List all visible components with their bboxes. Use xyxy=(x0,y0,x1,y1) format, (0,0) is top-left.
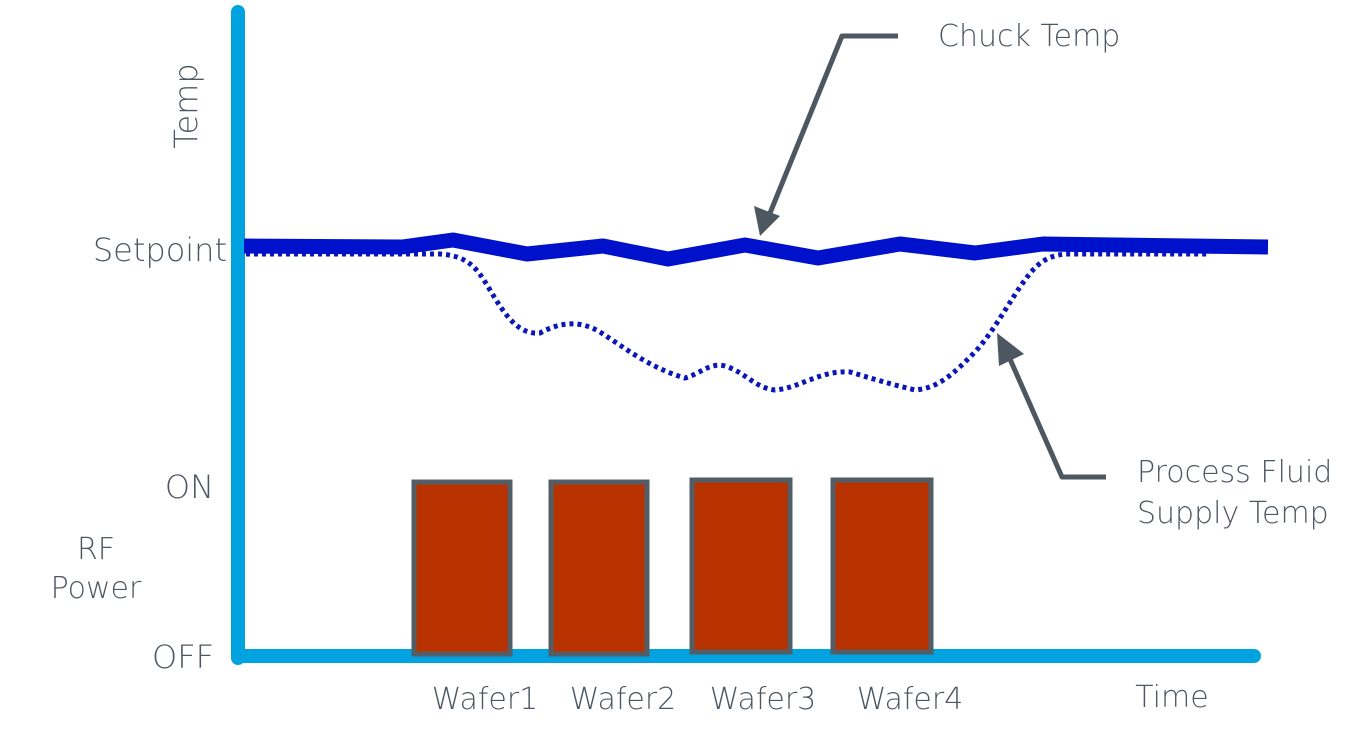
setpoint-label: Setpoint xyxy=(93,231,227,269)
x-axis-title: Time xyxy=(1135,680,1208,715)
chuck-temp-arrow-line xyxy=(765,33,898,219)
process-fluid-arrow-head xyxy=(997,333,1024,366)
wafer-block-4 xyxy=(830,477,934,655)
chuck-temp-line xyxy=(243,232,1269,267)
wafer-label-3: Wafer3 xyxy=(710,682,817,717)
rf-power-label-line1: RF xyxy=(77,532,115,567)
rf-off-label: OFF xyxy=(152,638,214,676)
rf-on-label: ON xyxy=(165,468,214,506)
process-fluid-arrow-line xyxy=(1003,348,1106,480)
process-fluid-callout-line1: Process Fluid xyxy=(1137,455,1332,490)
wafer-label-4: Wafer4 xyxy=(857,682,964,717)
wafer-blocks xyxy=(411,477,934,657)
rf-power-label-line2: Power xyxy=(51,571,142,606)
process-fluid-supply-temp-line xyxy=(246,251,1210,393)
chuck-temp-callout: Chuck Temp xyxy=(938,19,1120,54)
chuck-temp-arrow-head xyxy=(754,206,780,236)
wafer-block-2 xyxy=(548,479,650,657)
process-fluid-callout-line2: Supply Temp xyxy=(1137,496,1329,531)
y-axis-title: Temp xyxy=(167,63,205,148)
wafer-block-3 xyxy=(689,477,793,655)
wafer-label-2: Wafer2 xyxy=(570,682,677,717)
wafer-label-1: Wafer1 xyxy=(432,682,539,717)
wafer-block-1 xyxy=(411,479,513,657)
